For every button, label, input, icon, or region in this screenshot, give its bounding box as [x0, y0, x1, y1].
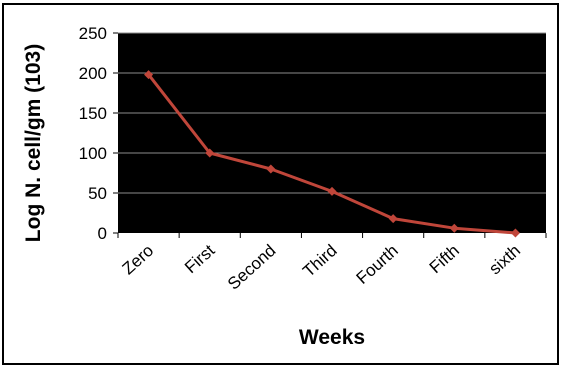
data-point [510, 228, 520, 238]
x-tick-label: Fourth [353, 241, 402, 288]
y-tick-label: 200 [79, 64, 107, 83]
data-point [449, 223, 459, 233]
y-axis-title: Log N. cell/gm (103) [22, 44, 45, 242]
x-axis-title: Weeks [299, 326, 365, 349]
x-tick-label: Third [299, 241, 340, 281]
data-point [266, 164, 276, 174]
y-tick-label: 100 [79, 144, 107, 163]
x-tick-label: Zero [119, 241, 158, 279]
plot-area [118, 33, 546, 233]
data-point [388, 214, 398, 224]
data-point [144, 70, 154, 80]
y-tick-label: 250 [79, 24, 107, 43]
y-tick-label: 150 [79, 104, 107, 123]
data-point [205, 148, 215, 158]
y-axis-ticks: 0 50 100 150 200 250 [79, 24, 118, 243]
x-tick-label: sixth [485, 241, 524, 279]
x-tick-label: Fifth [426, 241, 463, 277]
x-axis-ticks: Zero First Second Third Fourth Fifth sixth [117, 233, 547, 294]
y-tick-label: 50 [88, 184, 107, 203]
series-group [144, 70, 520, 238]
x-tick-label: First [181, 241, 218, 277]
gridlines [118, 32, 546, 194]
x-tick-label: Second [224, 241, 280, 294]
y-tick-label: 0 [98, 224, 107, 243]
data-point [327, 186, 337, 196]
